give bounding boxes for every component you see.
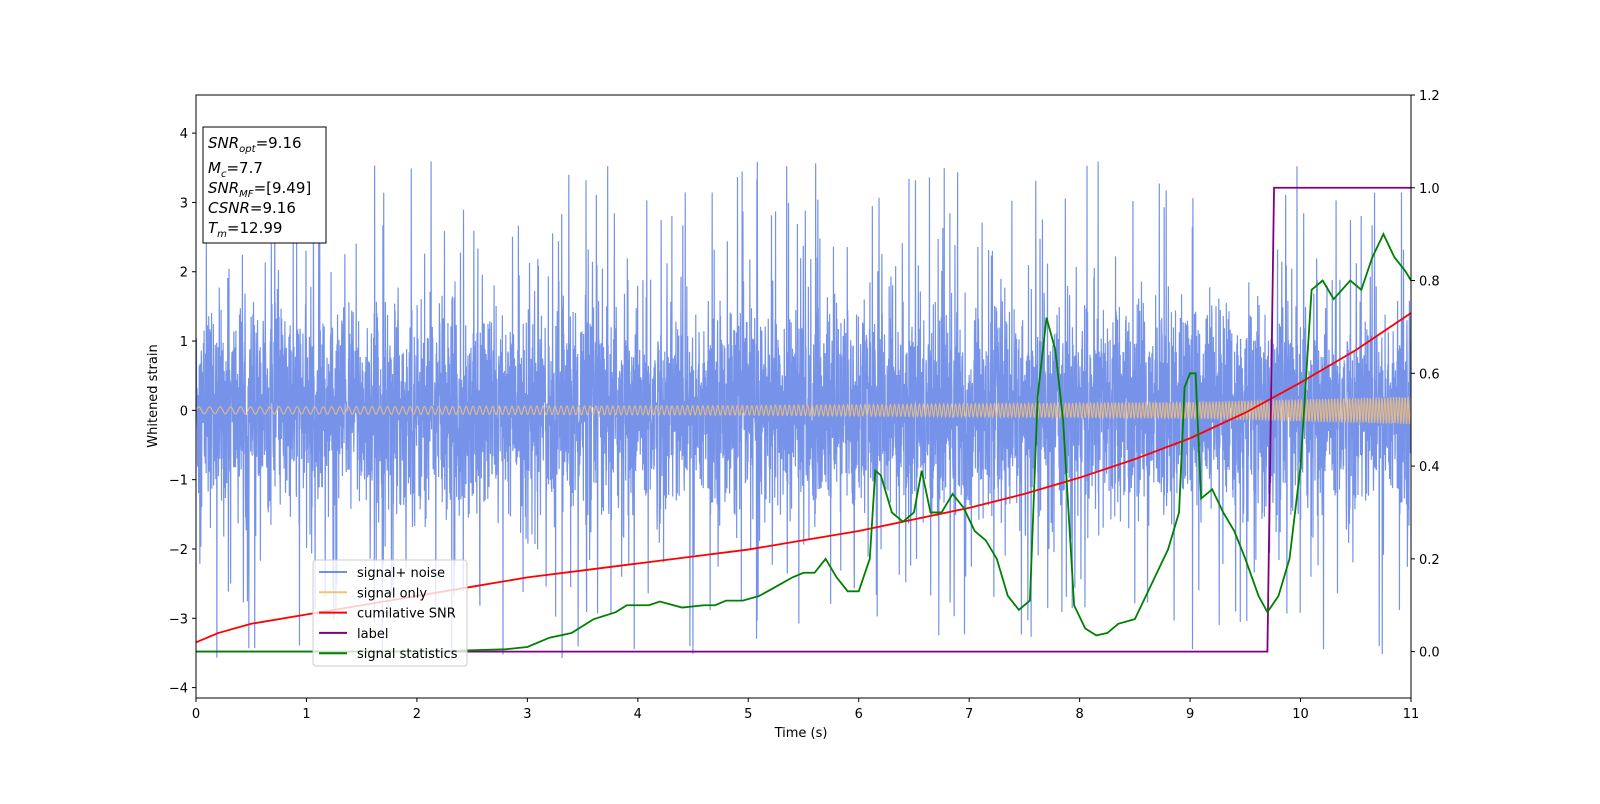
x-tick-label: 7 [965, 707, 973, 722]
y-axis-label: Whitened strain [146, 344, 161, 447]
y-right-tick-label: 0.8 [1419, 275, 1440, 290]
info-line: Mc=7.7 [208, 159, 263, 180]
x-tick-label: 6 [855, 707, 863, 722]
legend-frame [312, 559, 468, 667]
legend: signal+ noise signal only cumilative SNR la… [312, 559, 468, 667]
x-tick-label: 10 [1292, 707, 1309, 722]
info-line: SNRopt=9.16 [208, 134, 302, 155]
y-left-tick-label: 2 [180, 266, 188, 281]
y-left-tick-label: 0 [180, 404, 188, 419]
legend-label: label [357, 627, 388, 642]
y-right-tick-label: 0.4 [1419, 460, 1440, 475]
x-axis-label: Time (s) [774, 726, 828, 741]
x-tick-label: 0 [192, 707, 200, 722]
y-left-tick-label: 4 [180, 127, 188, 142]
info-box-frame [202, 126, 327, 244]
legend-label: signal statistics [357, 647, 458, 662]
legend-label: cumilative SNR [357, 607, 456, 622]
y-right-tick-label: 1.2 [1419, 89, 1440, 104]
y-left-tick-label: −3 [169, 612, 188, 627]
x-tick-label: 9 [1186, 707, 1194, 722]
y-left-tick-label: −4 [169, 682, 188, 697]
info-line: CSNR=9.16 [208, 199, 296, 217]
legend-label: signal only [357, 586, 427, 601]
y-left-tick-label: −1 [169, 474, 188, 489]
series-signal-statistics [196, 232, 1411, 653]
x-tick-label: 4 [634, 707, 642, 722]
series-signal-noise [196, 161, 1411, 660]
y-right-tick-label: 0.2 [1419, 553, 1440, 568]
y-right-tick-label: 0.6 [1419, 367, 1440, 382]
y-right-tick-label: 0.0 [1419, 646, 1440, 661]
info-line: SNRMF=[9.49] [208, 179, 311, 200]
series-label [196, 186, 1411, 653]
y-left-tick-label: 3 [180, 196, 188, 211]
info-line: Tm=12.99 [208, 219, 282, 240]
x-tick-label: 1 [302, 707, 310, 722]
x-tick-label: 5 [744, 707, 752, 722]
y-axis-left: −4 −3 −2 −1 0 1 2 3 4 [169, 127, 196, 697]
y-right-tick-label: 1.0 [1419, 182, 1440, 197]
y-left-tick-label: 1 [180, 335, 188, 350]
legend-label: signal+ noise [357, 566, 445, 581]
x-tick-label: 2 [413, 707, 421, 722]
x-tick-label: 3 [523, 707, 531, 722]
series-signal-only [196, 395, 1411, 425]
y-left-tick-label: −2 [169, 543, 188, 558]
plot-frame [195, 94, 1412, 699]
x-tick-label: 11 [1403, 707, 1420, 722]
x-axis: 0 1 2 3 4 5 6 7 8 9 10 11 [192, 698, 1419, 722]
x-tick-label: 8 [1075, 707, 1083, 722]
y-axis-right: 0.0 0.2 0.4 0.6 0.8 1.0 1.2 [1411, 89, 1440, 661]
